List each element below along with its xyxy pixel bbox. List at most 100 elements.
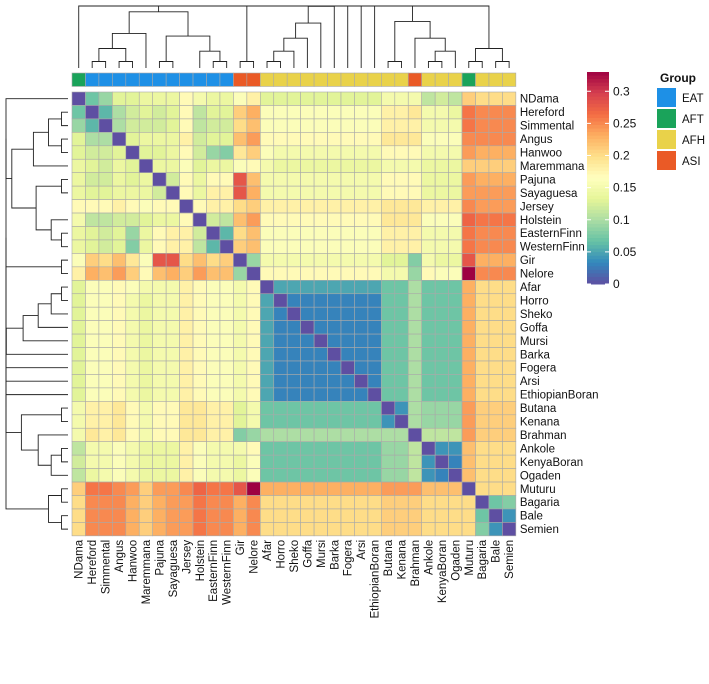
heatmap-cell — [461, 132, 476, 147]
dendrogram-branch — [20, 414, 62, 451]
heatmap-cell — [246, 414, 261, 429]
heatmap-cell — [246, 132, 261, 147]
heatmap-cell — [300, 414, 315, 429]
heatmap-cell — [488, 441, 503, 456]
heatmap-cell — [502, 199, 517, 214]
heatmap-cell — [98, 454, 113, 469]
heatmap-cell — [273, 212, 288, 227]
heatmap-cell — [206, 118, 221, 133]
heatmap-cell — [125, 306, 140, 321]
heatmap-cell — [327, 414, 342, 429]
heatmap-cell — [179, 91, 194, 106]
heatmap-cell — [488, 333, 503, 348]
heatmap-cell — [219, 441, 234, 456]
heatmap-cell — [340, 293, 355, 308]
heatmap-cell — [179, 185, 194, 200]
heatmap-cell — [273, 333, 288, 348]
heatmap-cell — [125, 374, 140, 389]
heatmap-cell — [381, 360, 396, 375]
heatmap-cell — [354, 495, 369, 510]
heatmap-cell — [85, 387, 100, 402]
heatmap-cell — [286, 132, 301, 147]
colorbar-segment — [587, 167, 609, 172]
group-annotation-cell — [112, 72, 127, 87]
heatmap-cell — [71, 508, 86, 523]
heatmap-cell — [246, 427, 261, 442]
row-label: Afar — [520, 282, 541, 294]
colorbar-segment — [587, 174, 609, 179]
heatmap-cell — [219, 387, 234, 402]
heatmap-cell — [354, 320, 369, 335]
heatmap-cell — [461, 495, 476, 510]
heatmap-cell — [71, 374, 86, 389]
heatmap-cell — [138, 293, 153, 308]
heatmap-cell — [448, 91, 463, 106]
colorbar-tick-label: 0.25 — [613, 116, 637, 130]
group-legend-label: ASI — [682, 156, 701, 168]
heatmap-cell — [367, 360, 382, 375]
heatmap-cell — [448, 454, 463, 469]
heatmap-cell — [340, 226, 355, 241]
column-label: Angus — [114, 540, 126, 573]
heatmap-cell — [327, 522, 342, 537]
heatmap-cell — [407, 132, 422, 147]
heatmap-cell — [313, 401, 328, 416]
heatmap-cell — [381, 266, 396, 281]
heatmap-cell — [286, 158, 301, 173]
heatmap-cell — [327, 320, 342, 335]
heatmap-cell — [233, 508, 248, 523]
heatmap-cell — [233, 266, 248, 281]
heatmap-cell — [461, 158, 476, 173]
heatmap-cell — [112, 199, 127, 214]
heatmap-cell — [327, 333, 342, 348]
heatmap-cell — [488, 185, 503, 200]
colorbar-segment — [587, 103, 609, 108]
dendrogram-branch — [295, 22, 322, 68]
heatmap-cell — [340, 481, 355, 496]
heatmap-cell — [475, 266, 490, 281]
heatmap-cell — [367, 401, 382, 416]
column-label: Ankole — [423, 540, 435, 575]
group-legend-title: Group — [660, 71, 696, 85]
dendrogram-branch — [5, 381, 22, 433]
heatmap-cell — [259, 279, 275, 295]
heatmap-cell — [259, 481, 275, 496]
colorbar-segment — [587, 245, 609, 250]
heatmap-cell — [300, 387, 315, 402]
heatmap-cell — [165, 320, 180, 335]
heatmap-cell — [246, 253, 261, 268]
heatmap-cell — [98, 279, 113, 295]
heatmap-cell — [273, 145, 288, 160]
heatmap-cell — [206, 253, 221, 268]
column-label: WesternFinn — [222, 540, 234, 605]
heatmap-cell — [233, 91, 248, 106]
heatmap-cell — [206, 508, 221, 523]
heatmap-cell — [179, 279, 194, 295]
heatmap-cell — [488, 495, 503, 510]
heatmap-cell — [179, 293, 194, 308]
group-legend-swatch — [657, 151, 676, 170]
heatmap-cell — [475, 347, 490, 362]
heatmap-cell — [152, 468, 167, 483]
heatmap-cell — [125, 495, 140, 510]
heatmap-cell — [488, 481, 503, 496]
heatmap-cell — [300, 468, 315, 483]
heatmap-cell — [367, 347, 382, 362]
colorbar-segment — [587, 128, 609, 133]
heatmap-cell — [233, 333, 248, 348]
heatmap-cell — [219, 495, 234, 510]
heatmap-cell — [112, 279, 127, 295]
heatmap-cell — [367, 212, 382, 227]
heatmap-cell — [71, 185, 86, 200]
heatmap-cell — [85, 293, 100, 308]
heatmap-cell — [219, 279, 234, 295]
heatmap-cell — [165, 333, 180, 348]
heatmap-cell — [112, 239, 127, 254]
heatmap-cell — [206, 279, 221, 295]
heatmap-cell — [286, 185, 301, 200]
column-label: EasternFinn — [208, 540, 220, 602]
row-label: Goffa — [520, 322, 549, 334]
heatmap-cell — [233, 495, 248, 510]
heatmap-cell — [434, 132, 449, 147]
row-label: Sayaguesa — [520, 188, 578, 200]
